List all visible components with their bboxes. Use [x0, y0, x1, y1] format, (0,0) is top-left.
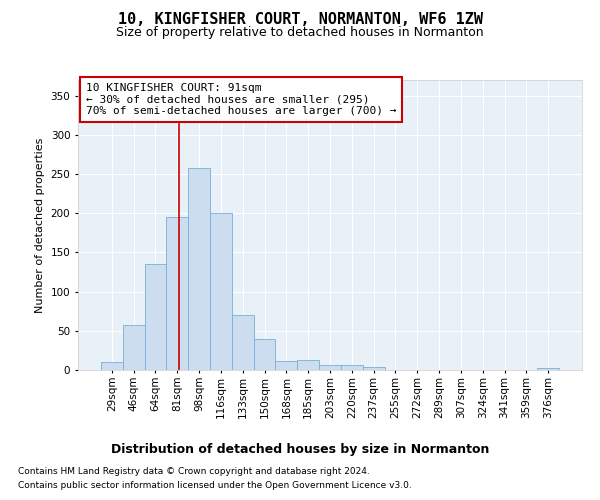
Y-axis label: Number of detached properties: Number of detached properties	[35, 138, 45, 312]
Bar	[145, 264, 166, 370]
Bar	[123, 326, 145, 370]
Text: Contains public sector information licensed under the Open Government Licence v3: Contains public sector information licen…	[18, 481, 412, 490]
Text: Size of property relative to detached houses in Normanton: Size of property relative to detached ho…	[116, 26, 484, 39]
Text: 10, KINGFISHER COURT, NORMANTON, WF6 1ZW: 10, KINGFISHER COURT, NORMANTON, WF6 1ZW	[118, 12, 482, 28]
Bar	[210, 213, 232, 370]
Text: Distribution of detached houses by size in Normanton: Distribution of detached houses by size …	[111, 442, 489, 456]
Bar	[297, 360, 319, 370]
Bar	[341, 364, 363, 370]
Bar	[363, 367, 385, 370]
Text: Contains HM Land Registry data © Crown copyright and database right 2024.: Contains HM Land Registry data © Crown c…	[18, 468, 370, 476]
Bar	[188, 168, 210, 370]
Bar	[537, 368, 559, 370]
Bar	[254, 338, 275, 370]
Bar	[101, 362, 123, 370]
Bar	[319, 366, 341, 370]
Bar	[232, 315, 254, 370]
Text: 10 KINGFISHER COURT: 91sqm
← 30% of detached houses are smaller (295)
70% of sem: 10 KINGFISHER COURT: 91sqm ← 30% of deta…	[86, 83, 396, 116]
Bar	[275, 360, 297, 370]
Bar	[166, 217, 188, 370]
